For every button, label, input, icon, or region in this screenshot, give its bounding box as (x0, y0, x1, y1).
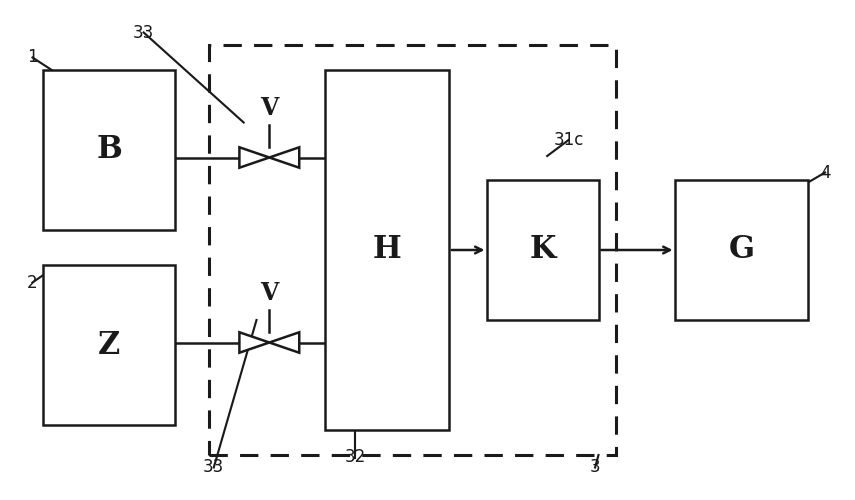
Text: 2: 2 (27, 274, 38, 291)
Bar (325, 70, 449, 430)
Bar (43, 70, 175, 230)
Text: V: V (260, 96, 279, 120)
Text: 33: 33 (133, 24, 154, 42)
Bar (209, 45, 616, 455)
Polygon shape (239, 332, 269, 352)
Bar (43, 265, 175, 425)
Bar (487, 180, 598, 320)
Text: G: G (728, 234, 755, 266)
Bar (675, 180, 808, 320)
Text: 4: 4 (820, 164, 830, 182)
Text: 32: 32 (345, 448, 365, 466)
Text: B: B (96, 134, 122, 166)
Text: V: V (260, 281, 279, 305)
Text: H: H (373, 234, 401, 266)
Text: K: K (530, 234, 556, 266)
Polygon shape (269, 332, 299, 352)
Polygon shape (239, 148, 269, 168)
Text: 33: 33 (203, 458, 224, 476)
Text: 1: 1 (27, 48, 38, 66)
Text: Z: Z (97, 330, 121, 360)
Text: 31c: 31c (553, 131, 584, 149)
Polygon shape (269, 148, 299, 168)
Text: 3: 3 (590, 458, 600, 476)
